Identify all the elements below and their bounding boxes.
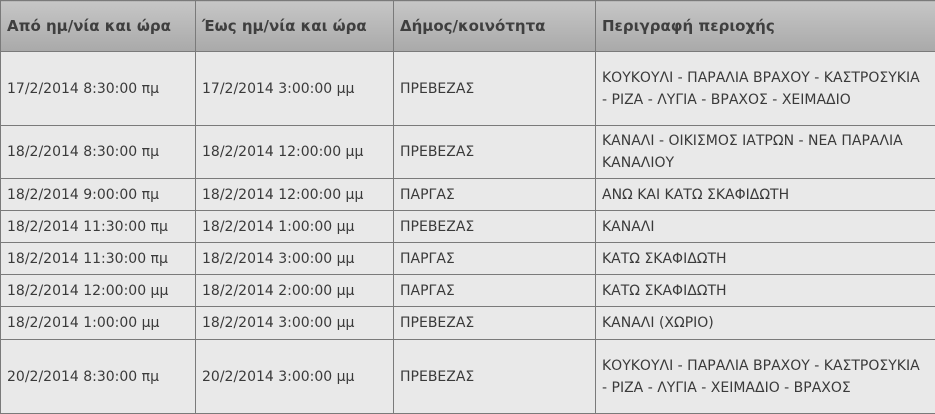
cell-from: 18/2/2014 11:30:00 πμ — [0, 210, 196, 243]
cell-from: 17/2/2014 8:30:00 πμ — [0, 51, 196, 126]
cell-from: 18/2/2014 9:00:00 πμ — [0, 178, 196, 211]
cell-to: 18/2/2014 3:00:00 μμ — [195, 306, 394, 340]
cell-from: 20/2/2014 8:30:00 πμ — [0, 339, 196, 414]
cell-municipality: ΠΡΕΒΕΖΑΣ — [393, 51, 596, 126]
cell-area: ΑΝΩ ΚΑΙ ΚΑΤΩ ΣΚΑΦΙΔΩΤΗ — [595, 178, 935, 211]
cell-to: 18/2/2014 2:00:00 μμ — [195, 274, 394, 307]
table-row: 18/2/2014 1:00:00 μμ 18/2/2014 3:00:00 μμ… — [0, 306, 935, 340]
cell-to: 18/2/2014 12:00:00 μμ — [195, 125, 394, 179]
cell-municipality: ΠΑΡΓΑΣ — [393, 242, 596, 275]
header-municipality: Δήμος/κοινότητα — [393, 0, 596, 52]
cell-area: ΚΑΤΩ ΣΚΑΦΙΔΩΤΗ — [595, 242, 935, 275]
cell-to: 20/2/2014 3:00:00 μμ — [195, 339, 394, 414]
cell-to: 18/2/2014 3:00:00 μμ — [195, 242, 394, 275]
header-from: Από ημ/νία και ώρα — [0, 0, 196, 52]
table-header-row: Από ημ/νία και ώρα Έως ημ/νία και ώρα Δή… — [0, 0, 935, 52]
table-row: 17/2/2014 8:30:00 πμ 17/2/2014 3:00:00 μμ… — [0, 51, 935, 126]
table-row: 20/2/2014 8:30:00 πμ 20/2/2014 3:00:00 μμ… — [0, 339, 935, 414]
header-to: Έως ημ/νία και ώρα — [195, 0, 394, 52]
table-row: 18/2/2014 9:00:00 πμ 18/2/2014 12:00:00 μ… — [0, 178, 935, 211]
cell-municipality: ΠΑΡΓΑΣ — [393, 274, 596, 307]
cell-to: 18/2/2014 12:00:00 μμ — [195, 178, 394, 211]
cell-municipality: ΠΡΕΒΕΖΑΣ — [393, 339, 596, 414]
table-row: 18/2/2014 8:30:00 πμ 18/2/2014 12:00:00 μ… — [0, 125, 935, 179]
cell-area: ΚΑΝΑΛΙ - ΟΙΚΙΣΜΟΣ ΙΑΤΡΩΝ - ΝΕΑ ΠΑΡΑΛΙΑ Κ… — [595, 125, 935, 179]
cell-area: ΚΟΥΚΟΥΛΙ - ΠΑΡΑΛΙΑ ΒΡΑΧΟΥ - ΚΑΣΤΡΟΣΥΚΙΑ … — [595, 339, 935, 414]
cell-area: ΚΑΝΑΛΙ (ΧΩΡΙΟ) — [595, 306, 935, 340]
cell-from: 18/2/2014 12:00:00 μμ — [0, 274, 196, 307]
table-row: 18/2/2014 11:30:00 πμ 18/2/2014 3:00:00 μ… — [0, 242, 935, 275]
cell-municipality: ΠΡΕΒΕΖΑΣ — [393, 210, 596, 243]
header-area: Περιγραφή περιοχής — [595, 0, 935, 52]
cell-municipality: ΠΑΡΓΑΣ — [393, 178, 596, 211]
cell-municipality: ΠΡΕΒΕΖΑΣ — [393, 125, 596, 179]
cell-from: 18/2/2014 11:30:00 πμ — [0, 242, 196, 275]
table-row: 18/2/2014 12:00:00 μμ 18/2/2014 2:00:00 μ… — [0, 274, 935, 307]
cell-to: 18/2/2014 1:00:00 μμ — [195, 210, 394, 243]
cell-from: 18/2/2014 8:30:00 πμ — [0, 125, 196, 179]
cell-area: ΚΟΥΚΟΥΛΙ - ΠΑΡΑΛΙΑ ΒΡΑΧΟΥ - ΚΑΣΤΡΟΣΥΚΙΑ … — [595, 51, 935, 126]
cell-municipality: ΠΡΕΒΕΖΑΣ — [393, 306, 596, 340]
cell-from: 18/2/2014 1:00:00 μμ — [0, 306, 196, 340]
table-row: 18/2/2014 11:30:00 πμ 18/2/2014 1:00:00 μ… — [0, 210, 935, 243]
cell-area: ΚΑΝΑΛΙ — [595, 210, 935, 243]
cell-area: ΚΑΤΩ ΣΚΑΦΙΔΩΤΗ — [595, 274, 935, 307]
cell-to: 17/2/2014 3:00:00 μμ — [195, 51, 394, 126]
